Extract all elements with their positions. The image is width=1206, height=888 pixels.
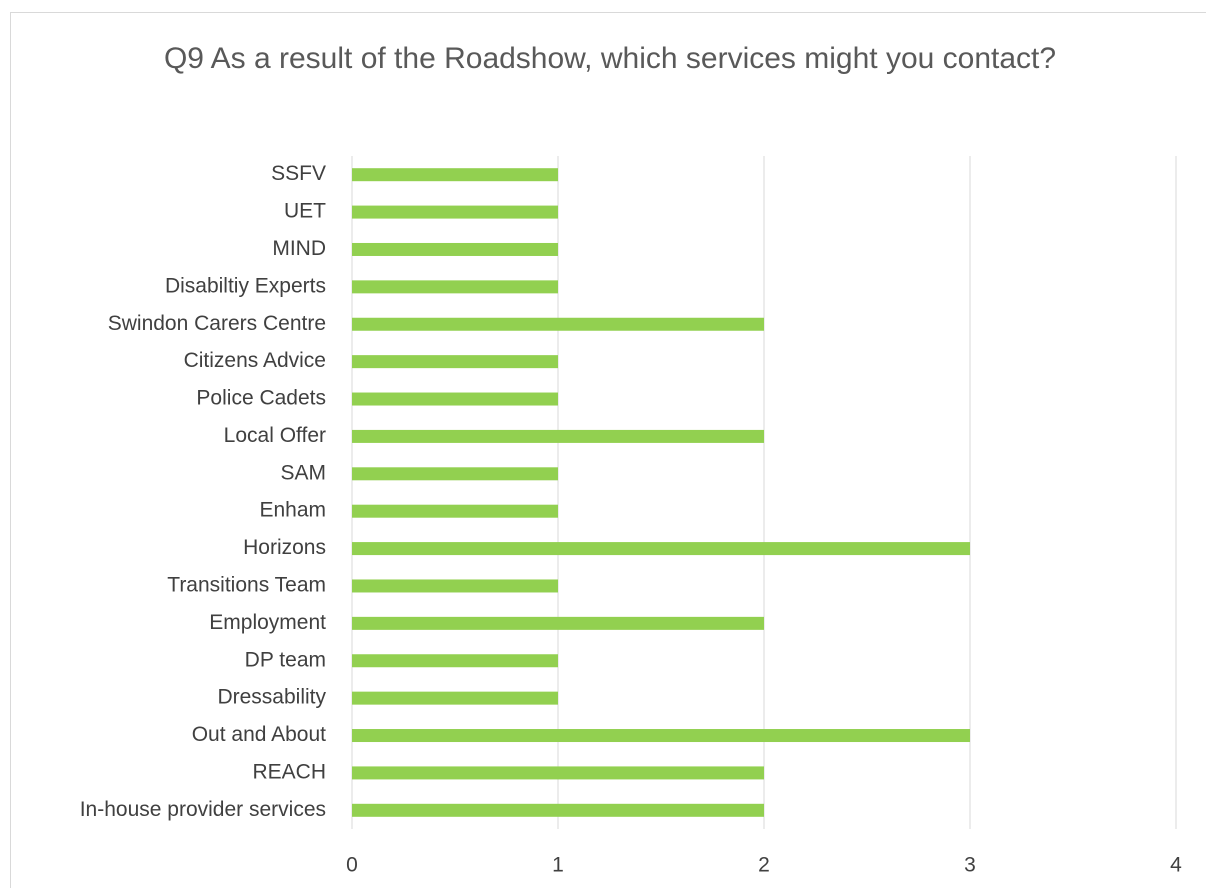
x-tick-label: 0: [346, 854, 358, 877]
y-tick-label: MIND: [272, 237, 326, 260]
y-tick-label: Swindon Carers Centre: [108, 312, 326, 335]
bar: [352, 579, 558, 593]
y-tick-label: In-house provider services: [80, 798, 326, 821]
bar: [352, 766, 764, 780]
y-tick-label: Local Offer: [224, 424, 326, 447]
bar: [352, 280, 558, 294]
y-tick-label: SSFV: [271, 162, 326, 185]
bar: [352, 205, 558, 219]
chart-frame: [10, 12, 1206, 888]
bar: [352, 317, 764, 331]
y-tick-label: Horizons: [243, 536, 326, 559]
y-tick-label: Employment: [209, 611, 326, 634]
y-tick-label: Citizens Advice: [184, 349, 326, 372]
bar: [352, 467, 558, 481]
bar: [352, 504, 558, 518]
bar: [352, 429, 764, 443]
y-tick-label: Police Cadets: [196, 387, 326, 410]
bar: [352, 355, 558, 369]
bar: [352, 729, 970, 743]
y-tick-label: SAM: [280, 461, 326, 484]
bar: [352, 392, 558, 406]
y-tick-label: Dressability: [217, 686, 326, 709]
x-tick-label: 2: [758, 854, 770, 877]
y-tick-label: DP team: [245, 648, 326, 671]
bar: [352, 616, 764, 630]
y-tick-label: UET: [284, 200, 326, 223]
y-tick-label: Disabiltiy Experts: [165, 274, 326, 297]
chart-title: Q9 As a result of the Roadshow, which se…: [163, 42, 1057, 75]
bar: [352, 168, 558, 182]
y-tick-label: Out and About: [192, 723, 326, 746]
bar: [352, 242, 558, 256]
bar: [352, 542, 970, 556]
bar: [352, 691, 558, 705]
y-tick-label: REACH: [252, 760, 326, 783]
x-tick-label: 4: [1170, 854, 1182, 877]
x-tick-label: 1: [552, 854, 564, 877]
y-tick-label: Transitions Team: [167, 574, 326, 597]
bar: [352, 803, 764, 817]
y-tick-label: Enham: [259, 499, 326, 522]
x-tick-label: 3: [964, 854, 976, 877]
bar: [352, 654, 558, 668]
